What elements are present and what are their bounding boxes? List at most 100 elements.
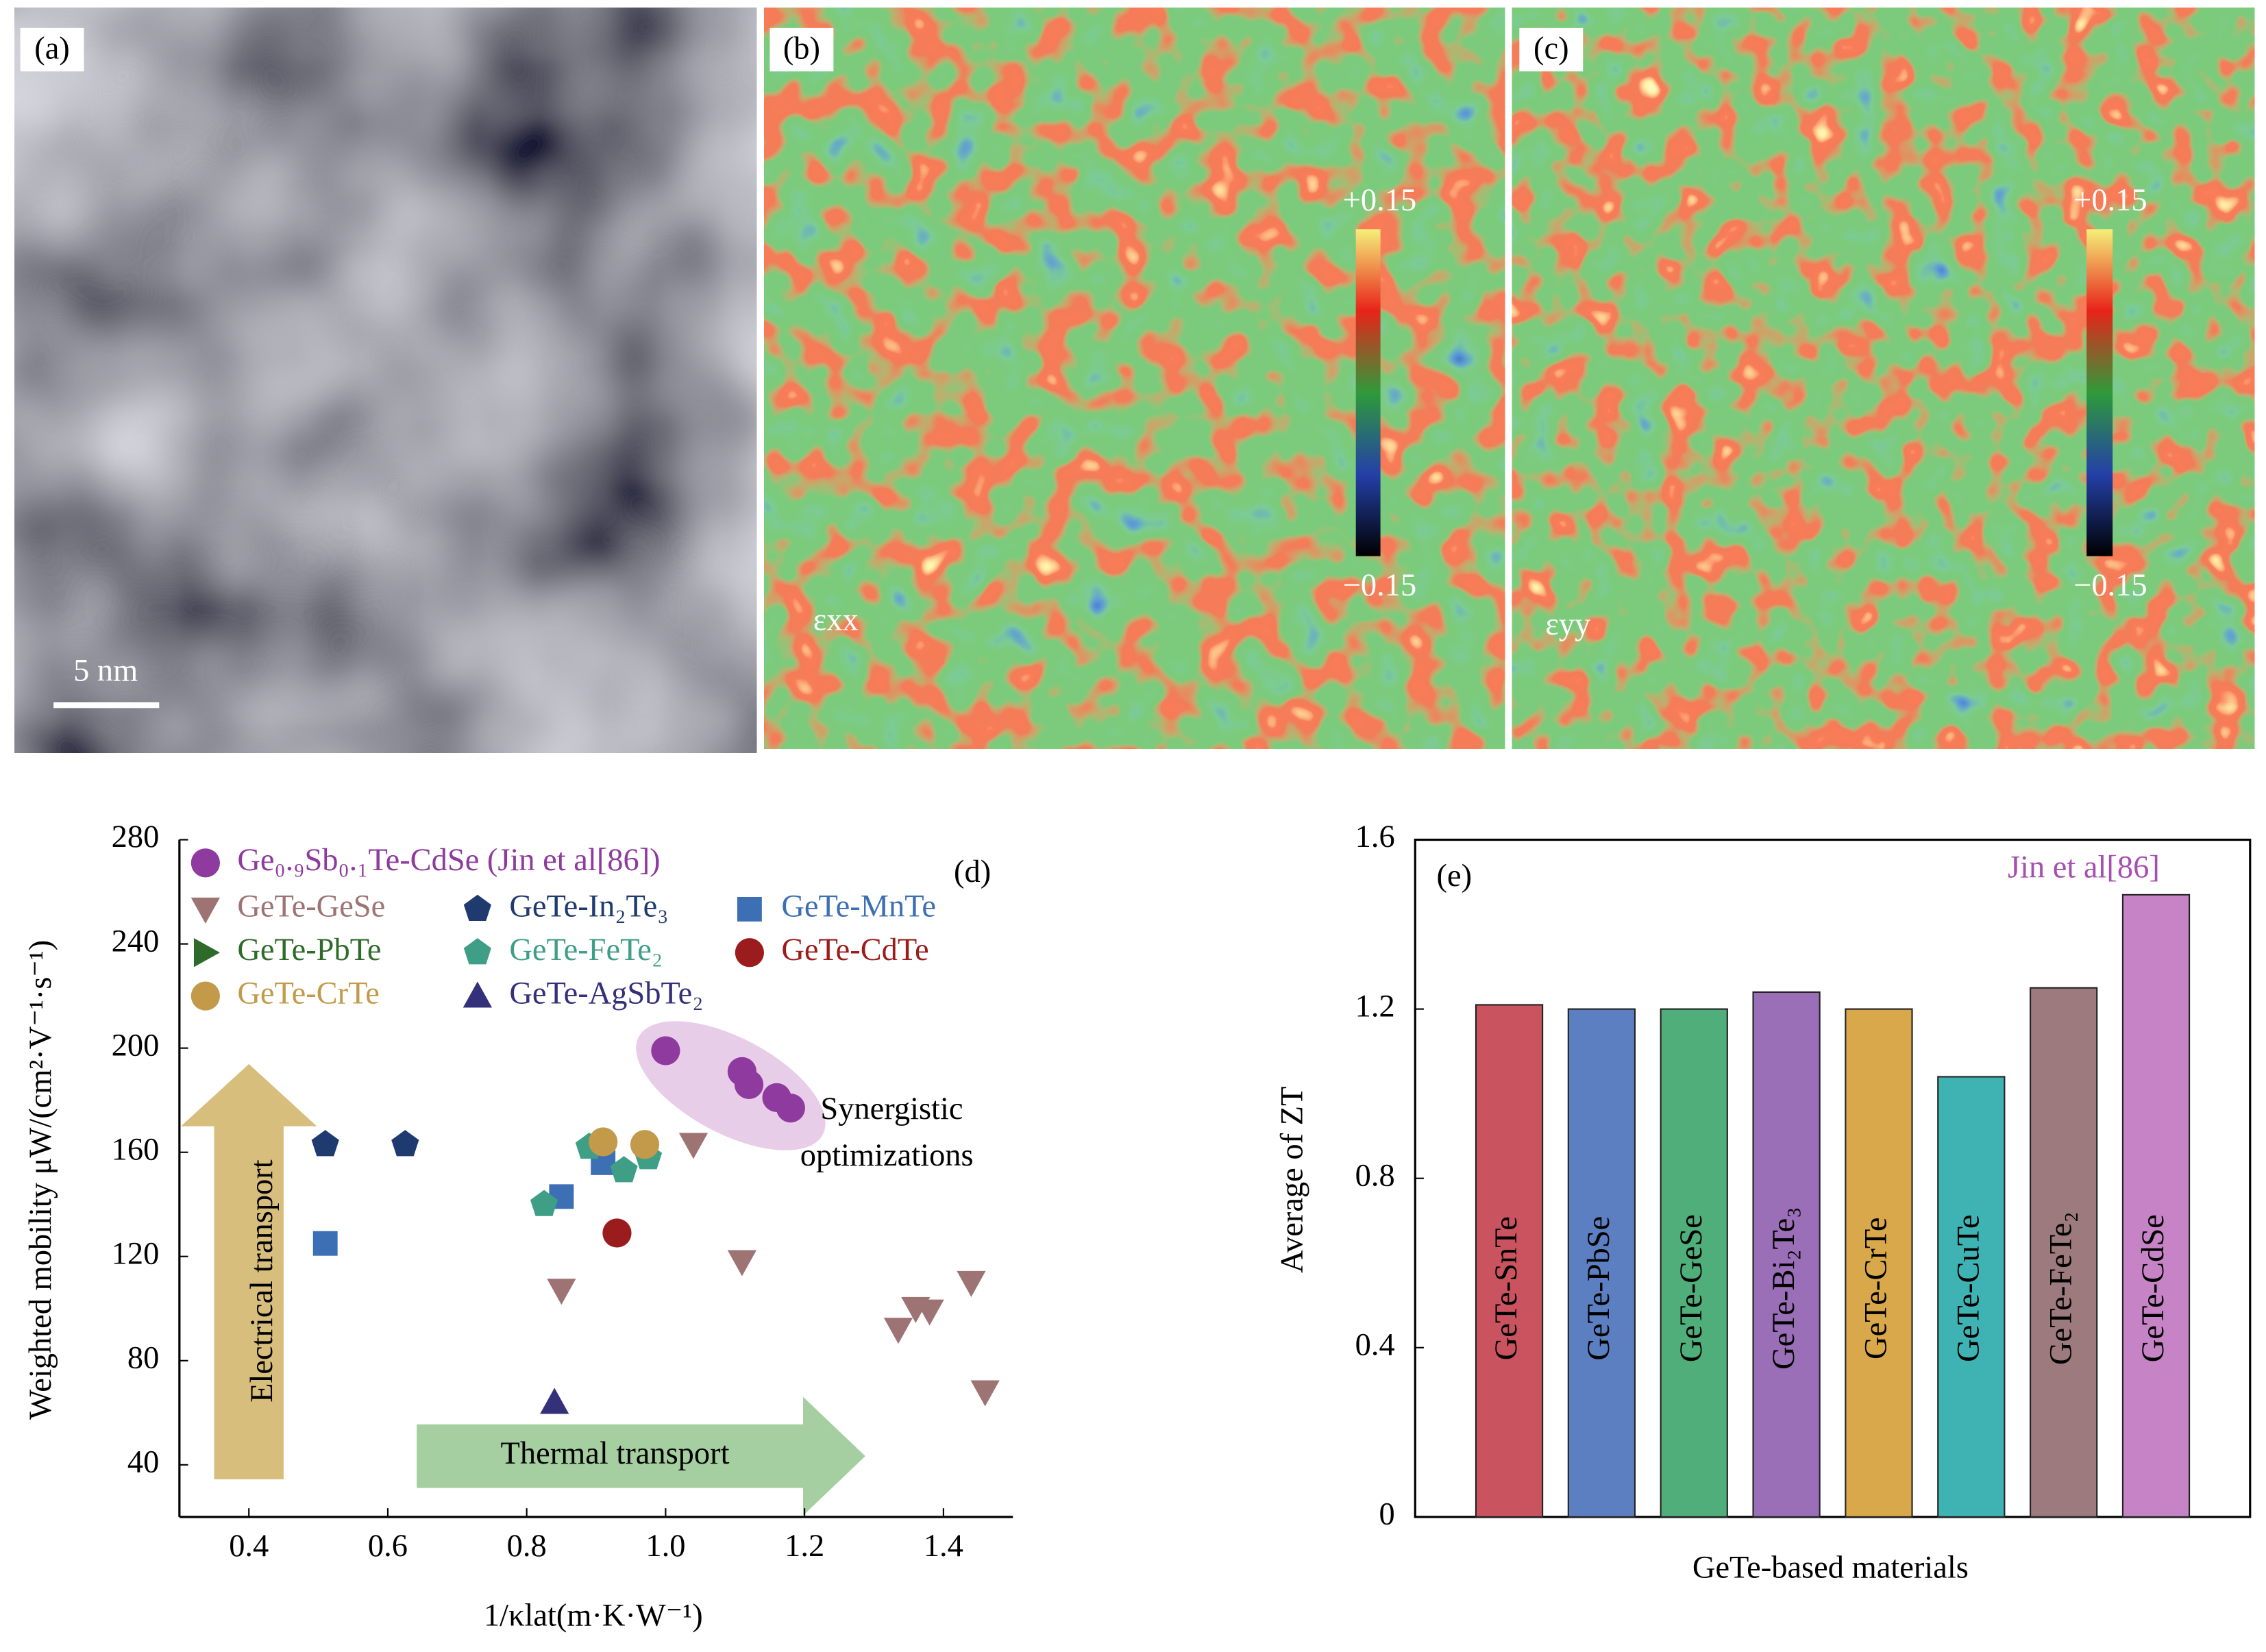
y-tick-label: 240 (112, 924, 160, 959)
y-tick-label: 200 (112, 1028, 160, 1063)
marker (463, 938, 491, 965)
x-tick-label: 1.2 (785, 1529, 824, 1564)
strain-map (764, 8, 1505, 749)
x-tick-label: 1.0 (645, 1529, 685, 1564)
marker (727, 1250, 757, 1277)
legend-label: GeTe-CrTe (237, 976, 380, 1011)
x-tick-label: 0.8 (507, 1529, 547, 1564)
marker (737, 896, 762, 922)
marker (630, 1130, 660, 1159)
y-tick-label: 0 (1379, 1497, 1395, 1532)
legend-label: GeTe-In₂Te₃ (509, 889, 668, 924)
bar (1660, 1008, 1728, 1518)
y-tick-label: 120 (112, 1236, 160, 1271)
label-box (1519, 27, 1584, 72)
marker (651, 1036, 680, 1065)
tem-image (14, 8, 757, 753)
marker (610, 1156, 638, 1183)
arrow (417, 1396, 865, 1516)
x-axis-label: GeTe-based materials (1692, 1551, 1969, 1586)
scale-label: 5 nm (73, 653, 138, 688)
marker (312, 1231, 338, 1256)
y-tick-label: 0.8 (1355, 1158, 1395, 1193)
category-label: GeTe-SnTe (1489, 1216, 1524, 1360)
marker (391, 1130, 419, 1157)
bar (1475, 1004, 1544, 1518)
marker (589, 1127, 618, 1157)
colorbar-min: −0.15 (1343, 568, 1416, 603)
y-tick-label: 40 (127, 1444, 159, 1479)
marker (602, 1218, 632, 1248)
marker (190, 898, 220, 924)
highlight-ellipse (636, 1021, 826, 1150)
legend-label: Ge₀.₉Sb₀.₁Te-CdSe (Jin et al[86]) (237, 843, 660, 878)
category-label: GeTe-CrTe (1859, 1217, 1894, 1359)
annotation: Thermal transport (501, 1436, 730, 1471)
legend-label: GeTe-GeSe (237, 889, 385, 924)
category-label: GeTe-CuTe (1951, 1215, 1986, 1362)
legend-label: GeTe-PbTe (237, 933, 381, 967)
annotation: Electrical transport (245, 1159, 280, 1403)
bar (2121, 893, 2191, 1518)
category-label: GeTe-CdSe (2136, 1214, 2171, 1362)
x-axis-label: 1/κlat(m·K·W⁻¹) (484, 1598, 703, 1633)
bar (1752, 991, 1821, 1518)
category-label: GeTe-Bi₂Te₃ (1766, 1207, 1801, 1370)
y-tick-label: 280 (112, 819, 160, 854)
category-label: GeTe-GeSe (1674, 1214, 1709, 1362)
marker (735, 938, 765, 967)
y-tick-label: 1.2 (1355, 989, 1395, 1024)
annotation: (d) (954, 854, 991, 889)
label-box (769, 27, 834, 72)
panel-label: (a) (34, 31, 70, 66)
bar (2030, 987, 2098, 1518)
arrow (180, 1063, 317, 1479)
marker (776, 1093, 805, 1123)
y-tick-label: 160 (112, 1132, 160, 1167)
bar (1937, 1076, 2006, 1518)
x-tick-label: 0.6 (368, 1529, 408, 1564)
y-tick-label: 1.6 (1355, 819, 1395, 854)
strain-map (1512, 8, 2255, 749)
colorbar-max: +0.15 (1343, 183, 1416, 218)
marker (915, 1299, 944, 1326)
marker (463, 981, 492, 1008)
y-tick-label: 80 (127, 1340, 159, 1375)
colorbar (2086, 229, 2113, 556)
marker (678, 1133, 709, 1159)
legend-label: GeTe-AgSbTe₂ (509, 976, 703, 1011)
y-axis-label: Average of ZT (1275, 1087, 1310, 1273)
legend-label: GeTe-CdTe (781, 933, 928, 967)
panel-label: (c) (1534, 31, 1569, 66)
annotation: Synergistic (820, 1092, 963, 1126)
marker (530, 1189, 558, 1216)
marker (970, 1380, 1000, 1407)
legend-label: GeTe-MnTe (781, 889, 936, 924)
marker (540, 1388, 569, 1414)
colorbar-max: +0.15 (2073, 183, 2147, 218)
marker (734, 1070, 764, 1099)
marker (957, 1270, 986, 1297)
annotation: optimizations (800, 1138, 974, 1173)
marker (190, 981, 220, 1011)
marker (190, 848, 220, 878)
x-tick-label: 0.4 (229, 1529, 269, 1564)
bar (1567, 1008, 1636, 1518)
label-box (20, 27, 84, 72)
marker (463, 894, 491, 922)
colorbar (1355, 229, 1381, 556)
colorbar-min: −0.15 (2073, 568, 2147, 603)
x-tick-label: 1.4 (924, 1529, 963, 1564)
category-label: GeTe-PbSe (1581, 1216, 1616, 1361)
y-tick-label: 0.4 (1355, 1327, 1395, 1362)
component-label: εyy (1545, 607, 1591, 642)
component-label: εxx (813, 602, 859, 637)
y-axis-label: Weighted mobility μW/(cm²·V⁻¹·s⁻¹) (23, 940, 58, 1420)
legend-label: GeTe-FeTe₂ (509, 933, 663, 967)
marker (311, 1130, 339, 1157)
marker (547, 1279, 576, 1305)
category-label: GeTe-FeTe₂ (2043, 1211, 2078, 1365)
annotation: Jin et al[86] (2008, 850, 2160, 885)
panel-label: (b) (783, 31, 820, 66)
